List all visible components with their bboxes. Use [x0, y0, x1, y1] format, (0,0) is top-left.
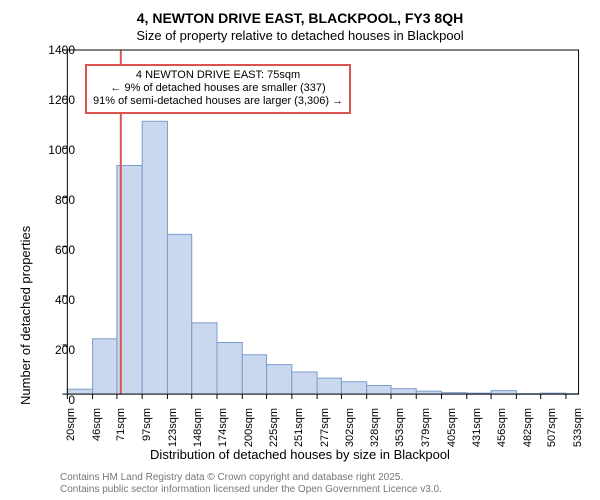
y-tick-label: 400: [35, 293, 75, 307]
footer-attribution: Contains HM Land Registry data © Crown c…: [60, 472, 442, 496]
x-axis-label: Distribution of detached houses by size …: [0, 447, 600, 462]
chart-title-line1: 4, NEWTON DRIVE EAST, BLACKPOOL, FY3 8QH: [0, 10, 600, 26]
footer-line1: Contains HM Land Registry data © Crown c…: [60, 472, 442, 484]
annotation-line3: 91% of semi-detached houses are larger (…: [93, 95, 343, 108]
y-tick-label: 600: [35, 243, 75, 257]
y-tick-label: 0: [35, 393, 75, 407]
annotation-line1: 4 NEWTON DRIVE EAST: 75sqm: [93, 69, 343, 82]
y-tick-label: 1200: [35, 93, 75, 107]
chart-container: 4, NEWTON DRIVE EAST, BLACKPOOL, FY3 8QH…: [0, 0, 600, 500]
y-tick-label: 1000: [35, 143, 75, 157]
chart-title-line2: Size of property relative to detached ho…: [0, 28, 600, 43]
y-tick-label: 1400: [35, 43, 75, 57]
y-tick-label: 800: [35, 193, 75, 207]
annotation-line2: ← 9% of detached houses are smaller (337…: [93, 82, 343, 95]
y-tick-label: 200: [35, 343, 75, 357]
y-axis-label: Number of detached properties: [18, 225, 33, 404]
property-annotation-box: 4 NEWTON DRIVE EAST: 75sqm ← 9% of detac…: [85, 64, 351, 114]
footer-line2: Contains public sector information licen…: [60, 484, 442, 496]
